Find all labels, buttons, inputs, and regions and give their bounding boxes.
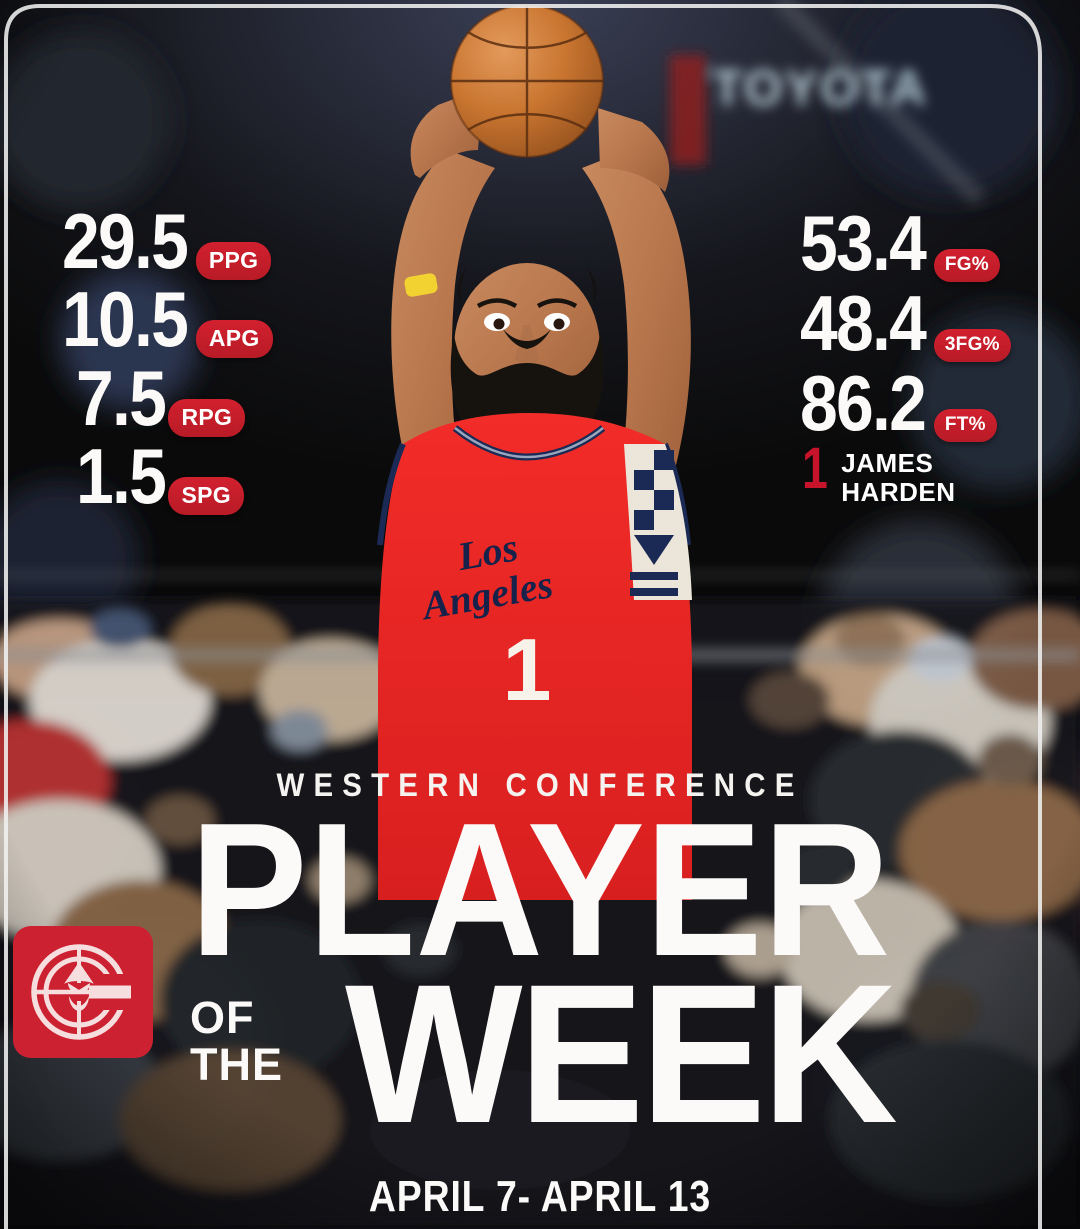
svg-text:1: 1 [503,620,552,719]
